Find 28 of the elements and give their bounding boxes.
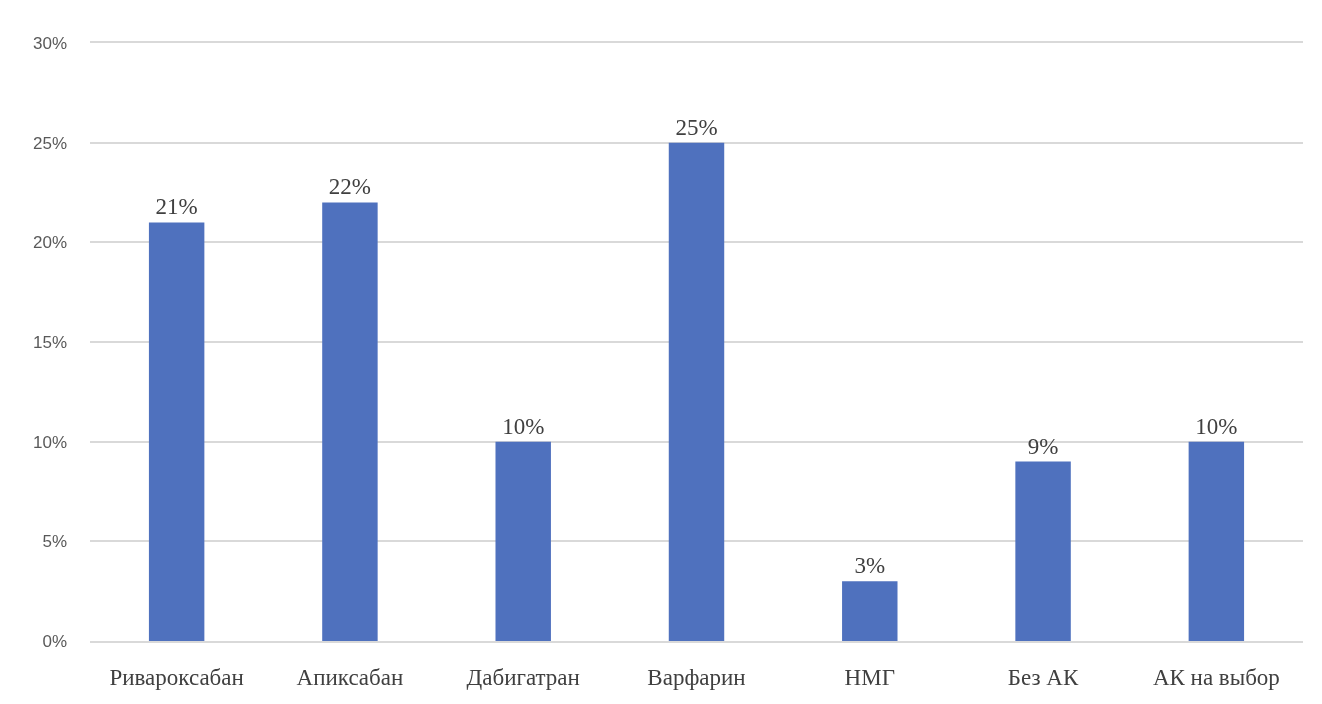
bar: [1015, 461, 1071, 641]
bar: [322, 202, 378, 641]
x-tick-label: Варфарин: [647, 665, 746, 691]
bar: [842, 581, 898, 641]
bar: [495, 441, 551, 641]
x-tick-label: НМГ: [844, 665, 895, 691]
data-label: 3%: [854, 553, 886, 579]
y-tick-label: 30%: [32, 33, 67, 53]
x-tick-label: Апиксабан: [296, 665, 404, 691]
data-label: 21%: [155, 194, 198, 220]
y-tick-label: 15%: [32, 332, 67, 352]
data-label: 10%: [1195, 413, 1238, 439]
y-tick-label: 10%: [32, 432, 67, 452]
data-label: 9%: [1027, 433, 1059, 459]
bar: [148, 222, 205, 641]
x-tick-label: Ривароксабан: [109, 665, 244, 691]
y-tick-label: 25%: [32, 133, 67, 153]
y-tick-label: 0%: [42, 631, 67, 651]
y-tick-label: 5%: [42, 532, 67, 552]
bar: [1188, 441, 1245, 641]
x-tick-label: Дабигатран: [466, 665, 580, 691]
x-tick-label: АК на выбор: [1152, 665, 1280, 691]
y-tick-label: 20%: [32, 233, 67, 253]
x-tick-label: Без АК: [1007, 665, 1079, 691]
bar: [668, 142, 725, 641]
data-label: 10%: [502, 413, 545, 439]
data-label: 25%: [675, 114, 718, 140]
data-label: 22%: [328, 174, 372, 200]
